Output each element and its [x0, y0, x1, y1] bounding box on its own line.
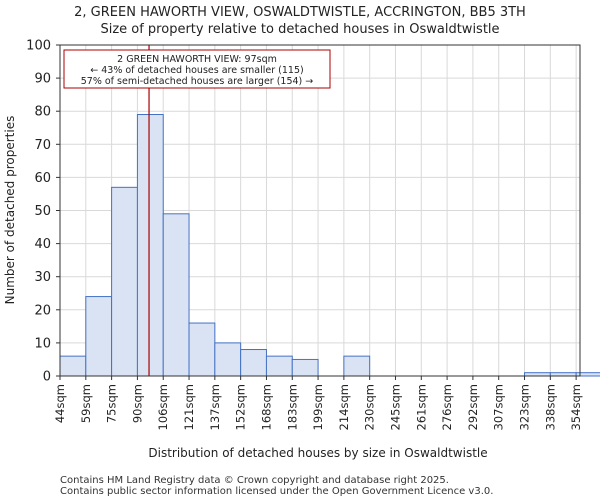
- footer-line-2: Contains public sector information licen…: [60, 486, 493, 497]
- x-tick-label: 261sqm: [414, 384, 428, 430]
- bar: [214, 342, 242, 377]
- bar: [162, 213, 190, 377]
- x-tick-label: 59sqm: [79, 384, 93, 423]
- annotation-line-1: 2 GREEN HAWORTH VIEW: 97sqm: [117, 54, 277, 65]
- annotation-line-3: 57% of semi-detached houses are larger (…: [81, 76, 314, 87]
- x-tick-label: 292sqm: [466, 384, 480, 430]
- y-axis-label: Number of detached properties: [3, 116, 17, 305]
- x-axis-label: Distribution of detached houses by size …: [148, 446, 487, 460]
- x-tick-label: 276sqm: [440, 384, 454, 430]
- bar: [343, 355, 371, 377]
- x-tick-label: 152sqm: [234, 384, 248, 430]
- chart-title: 2, GREEN HAWORTH VIEW, OSWALDTWISTLE, AC…: [74, 5, 526, 20]
- x-tick-label: 168sqm: [259, 384, 273, 430]
- annotation-box: 2 GREEN HAWORTH VIEW: 97sqm ← 43% of det…: [63, 49, 331, 89]
- bar: [575, 372, 600, 377]
- annotation-frame: [63, 49, 331, 89]
- bar: [240, 349, 267, 377]
- x-tick-label: 338sqm: [543, 384, 557, 430]
- x-tick-label: 199sqm: [311, 384, 325, 430]
- y-tick-label: 10: [34, 336, 51, 351]
- x-tick-label: 75sqm: [105, 384, 119, 423]
- bar: [291, 358, 319, 377]
- y-tick-label: 50: [34, 204, 51, 219]
- y-tick-label: 70: [34, 138, 51, 153]
- x-tick-label: 90sqm: [130, 384, 144, 423]
- y-tick-label: 90: [34, 72, 51, 87]
- y-tick-label: 30: [34, 270, 51, 285]
- y-tick-label: 40: [34, 237, 51, 252]
- bars: [59, 114, 600, 377]
- annotation-line-2: ← 43% of detached houses are smaller (11…: [90, 65, 303, 76]
- x-tick-label: 245sqm: [388, 384, 402, 430]
- x-axis-ticks: 44sqm 59sqm 75sqm 90sqm 106sqm 121sqm 137sqm 15…: [53, 376, 583, 430]
- x-tick-label: 137sqm: [208, 384, 222, 430]
- bar: [59, 355, 87, 377]
- y-tick-label: 80: [34, 105, 51, 120]
- y-axis-ticks: 0 10 20 30 40 50 60 70 80 90 100: [26, 39, 60, 385]
- x-tick-label: 44sqm: [53, 384, 67, 423]
- y-tick-label: 60: [34, 171, 51, 186]
- bar: [85, 296, 113, 377]
- footer-line-1: Contains HM Land Registry data © Crown c…: [60, 475, 449, 486]
- x-tick-label: 106sqm: [156, 384, 170, 430]
- x-tick-label: 214sqm: [337, 384, 351, 430]
- x-tick-label: 183sqm: [285, 384, 299, 430]
- x-tick-label: 323sqm: [518, 384, 532, 430]
- bar: [188, 322, 216, 377]
- y-tick-label: 20: [34, 303, 51, 318]
- bar: [136, 114, 164, 377]
- x-tick-label: 354sqm: [569, 384, 583, 430]
- x-tick-label: 121sqm: [182, 384, 196, 430]
- x-tick-label: 307sqm: [492, 384, 506, 430]
- y-tick-label: 0: [43, 370, 51, 385]
- x-tick-label: 230sqm: [363, 384, 377, 430]
- y-tick-label: 100: [26, 39, 51, 54]
- bar: [111, 186, 138, 377]
- chart-subtitle: Size of property relative to detached ho…: [100, 22, 499, 37]
- bar: [265, 355, 293, 377]
